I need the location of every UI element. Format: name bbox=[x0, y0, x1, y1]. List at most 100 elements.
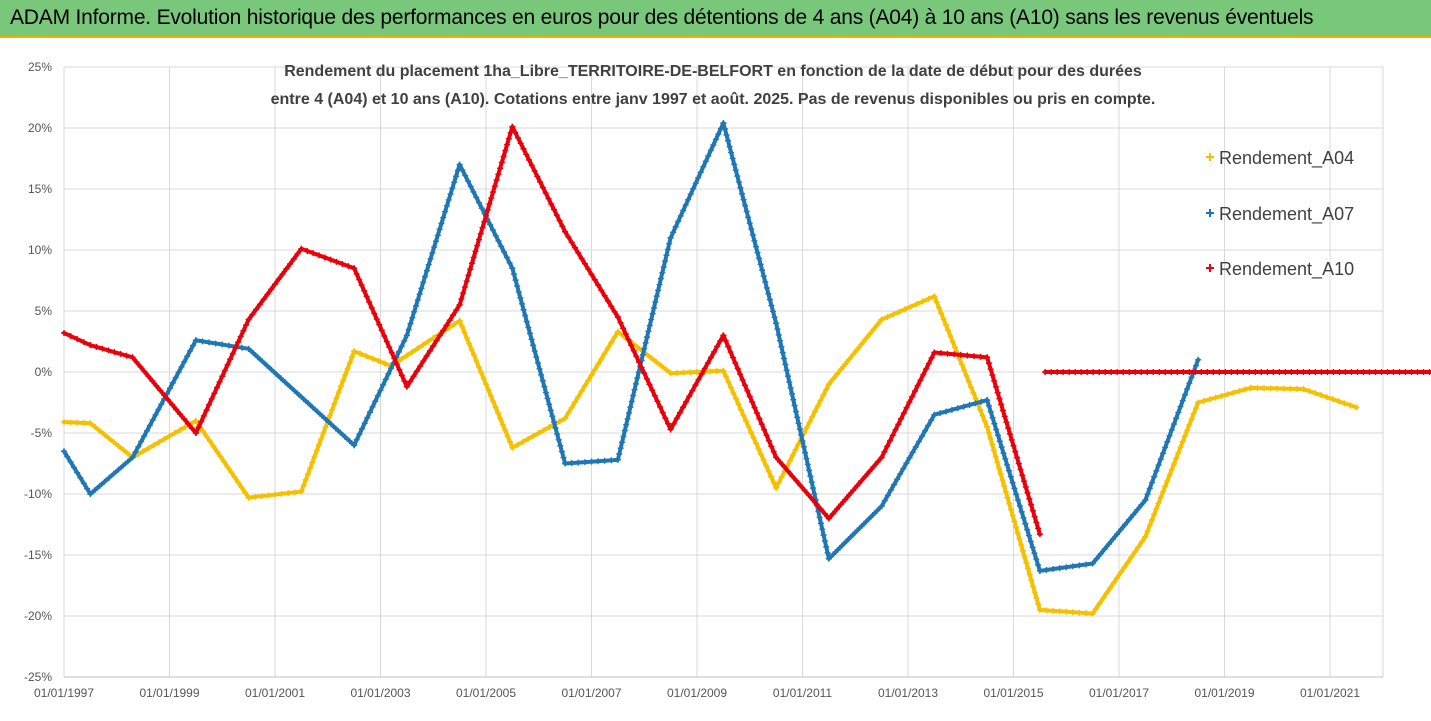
data-point bbox=[748, 226, 755, 233]
data-point bbox=[732, 360, 739, 367]
data-point bbox=[565, 234, 572, 241]
data-point bbox=[792, 408, 799, 415]
series-segment-3 bbox=[1042, 369, 1431, 375]
data-point bbox=[918, 433, 925, 440]
data-point bbox=[578, 388, 585, 395]
data-point bbox=[398, 355, 405, 362]
data-point bbox=[741, 382, 748, 389]
data-point bbox=[242, 322, 249, 329]
data-point bbox=[1378, 369, 1385, 375]
data-point bbox=[253, 306, 260, 313]
data-point bbox=[874, 459, 881, 466]
data-point bbox=[906, 454, 913, 461]
data-point bbox=[902, 306, 909, 313]
data-point bbox=[229, 350, 236, 357]
data-point bbox=[760, 273, 767, 280]
data-point bbox=[506, 438, 513, 445]
data-point bbox=[745, 423, 752, 430]
data-point bbox=[487, 221, 494, 228]
data-point bbox=[152, 411, 159, 418]
data-point bbox=[765, 468, 772, 475]
legend-label: Rendement_A07 bbox=[1219, 204, 1354, 225]
data-point bbox=[61, 419, 67, 426]
data-point bbox=[268, 286, 275, 293]
data-point bbox=[467, 183, 474, 190]
data-point bbox=[473, 194, 480, 201]
data-point bbox=[750, 434, 757, 441]
data-point bbox=[985, 429, 992, 436]
data-point bbox=[833, 371, 840, 378]
data-point bbox=[738, 190, 745, 197]
data-point bbox=[1019, 472, 1026, 479]
data-point bbox=[120, 462, 127, 469]
data-point bbox=[386, 344, 393, 351]
data-point bbox=[781, 463, 788, 470]
chart-title-line1: Rendement du placement 1ha_Libre_TERRITO… bbox=[284, 63, 1142, 80]
data-point bbox=[1206, 396, 1213, 403]
data-point bbox=[416, 291, 423, 298]
x-tick-label: 01/01/2019 bbox=[1194, 686, 1254, 700]
data-point bbox=[1312, 390, 1319, 397]
data-point bbox=[188, 425, 195, 432]
data-point bbox=[958, 361, 965, 368]
data-point bbox=[825, 515, 832, 522]
data-point bbox=[878, 503, 885, 510]
data-point bbox=[861, 520, 868, 527]
data-point bbox=[345, 263, 352, 270]
data-point bbox=[184, 420, 191, 427]
data-point bbox=[1174, 369, 1181, 375]
data-point bbox=[649, 310, 656, 317]
data-point bbox=[758, 451, 765, 458]
data-point bbox=[401, 337, 408, 344]
data-point bbox=[239, 344, 246, 351]
data-point bbox=[432, 238, 439, 245]
data-point bbox=[333, 395, 340, 402]
data-point bbox=[373, 316, 380, 323]
data-point bbox=[595, 361, 602, 368]
data-point bbox=[660, 264, 667, 271]
data-point bbox=[670, 420, 677, 427]
data-point bbox=[442, 208, 449, 215]
y-tick-label: -5% bbox=[31, 426, 53, 440]
data-point bbox=[656, 281, 663, 288]
data-point bbox=[485, 386, 492, 393]
data-point bbox=[562, 460, 569, 467]
data-point bbox=[749, 231, 756, 238]
data-point bbox=[80, 339, 87, 346]
data-point bbox=[667, 370, 674, 377]
data-point bbox=[1168, 369, 1175, 375]
data-point bbox=[720, 367, 727, 374]
data-point bbox=[1101, 545, 1108, 552]
data-point bbox=[77, 474, 84, 481]
data-point bbox=[659, 409, 666, 416]
data-point bbox=[546, 401, 553, 408]
data-point bbox=[1005, 425, 1012, 432]
data-point bbox=[616, 450, 623, 457]
data-point bbox=[403, 352, 410, 359]
data-point bbox=[692, 382, 699, 389]
data-point bbox=[93, 343, 100, 350]
data-point bbox=[588, 271, 595, 278]
data-point bbox=[803, 424, 810, 431]
data-point bbox=[622, 330, 629, 337]
data-point bbox=[523, 318, 530, 325]
data-point bbox=[411, 308, 418, 315]
data-point bbox=[1329, 396, 1336, 403]
data-point bbox=[67, 333, 74, 340]
data-point bbox=[1007, 473, 1014, 480]
data-point bbox=[1072, 369, 1079, 375]
data-point bbox=[372, 398, 379, 405]
data-point bbox=[500, 153, 507, 160]
data-point bbox=[436, 226, 443, 233]
data-point bbox=[620, 325, 627, 332]
data-point bbox=[105, 347, 112, 354]
data-point bbox=[749, 398, 756, 405]
data-point bbox=[1076, 562, 1083, 569]
data-point bbox=[431, 244, 438, 251]
data-point bbox=[1146, 485, 1153, 492]
data-point bbox=[380, 381, 387, 388]
data-point bbox=[795, 420, 802, 427]
data-point bbox=[424, 338, 431, 345]
data-point bbox=[742, 202, 749, 209]
data-point bbox=[784, 373, 791, 380]
